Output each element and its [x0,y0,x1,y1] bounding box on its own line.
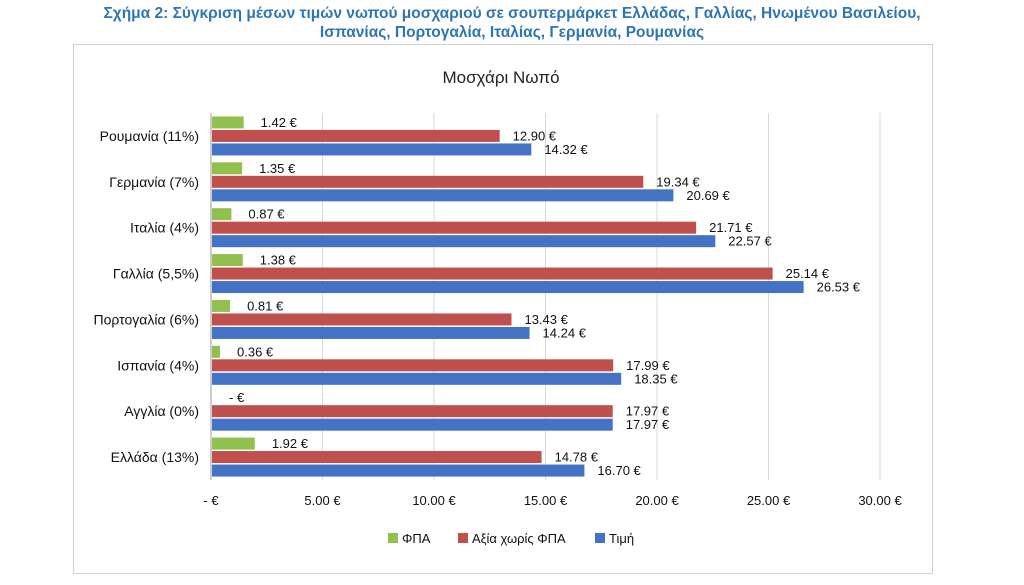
x-tick-label: 5.00 € [304,493,341,508]
bar [212,116,244,129]
figure-caption-line1: Σχήμα 2: Σύγκριση μέσων τιμών νωπού μοσχ… [103,5,921,22]
legend-swatch [458,533,468,543]
bar [212,143,532,156]
bar [212,405,613,418]
data-label: 1.42 € [261,115,298,130]
x-tick-label: 10.00 € [412,493,456,508]
x-tick-label: 30.00 € [858,493,902,508]
bar [212,437,255,450]
x-tick-label: 20.00 € [635,493,679,508]
bar [212,267,773,280]
chart-title: Μοσχάρι Νωπό [442,68,559,87]
x-tick-label: 15.00 € [524,493,568,508]
data-label: 16.70 € [597,463,641,478]
bar [212,345,221,358]
bar [212,129,500,142]
data-label: 14.78 € [555,450,599,465]
gridlines [210,113,881,480]
data-label: 17.97 € [626,417,670,432]
legend: ΦΠΑ Αξία χωρίς ΦΠΑ Τιμή [388,531,634,546]
category-label: Ιταλία (4%) [130,220,199,236]
bar [212,189,674,202]
data-label: 21.71 € [709,220,753,235]
labels: - € 5.00 € 10.00 € 15.00 € 20.00 € 25.00 € 30.… [93,115,902,508]
x-tick-label: 25.00 € [747,493,791,508]
data-label: 13.43 € [524,312,568,327]
bar [212,326,530,339]
chart-frame: Μοσχάρι Νωπό - € 5.00 € 10.00 € 15.00 € 20.0… [73,44,933,574]
bar [212,418,613,431]
legend-swatch [595,533,605,543]
category-label: Ελλάδα (13%) [111,449,199,465]
bar [212,372,622,385]
data-label: 22.57 € [728,234,772,249]
bar [212,359,614,372]
data-label: 20.69 € [686,188,730,203]
data-label: 17.97 € [626,404,670,419]
bar [212,451,542,464]
category-label: Ισπανία (4%) [117,357,199,373]
bars [212,116,804,477]
data-label: 14.24 € [543,325,587,340]
legend-label: Τιμή [609,531,634,546]
x-tick-label: - € [203,493,219,508]
data-label: 25.14 € [786,266,830,281]
bar [212,208,232,221]
data-label: 1.35 € [259,161,296,176]
figure-caption-line2: Ισπανίας, Πορτογαλία, Ιταλίας, Γερμανία,… [319,24,705,41]
bar [212,221,697,234]
bar [212,162,243,175]
bar [212,313,512,326]
data-label: 1.92 € [272,436,309,451]
beef-price-chart: Μοσχάρι Νωπό - € 5.00 € 10.00 € 15.00 € 20.0… [93,68,902,546]
bar [212,464,585,477]
legend-label: ΦΠΑ [402,531,431,546]
bar [212,281,804,294]
data-label: 26.53 € [817,280,861,295]
bar [212,254,243,267]
category-label: Ρουμανία (11%) [100,128,199,144]
data-label: 14.32 € [544,142,588,157]
bar [212,235,716,248]
data-label: 0.36 € [237,344,274,359]
legend-swatch [388,533,398,543]
data-label: 17.99 € [626,358,670,373]
data-label: 0.81 € [247,298,284,313]
data-label: 12.90 € [513,128,557,143]
data-label: - € [229,390,245,405]
data-label: 18.35 € [634,371,678,386]
legend-label: Αξία χωρίς ΦΠΑ [472,531,566,546]
category-label: Γαλλία (5,5%) [113,266,199,282]
data-label: 19.34 € [656,174,700,189]
category-label: Αγγλία (0%) [124,403,199,419]
bar [212,175,644,188]
category-label: Πορτογαλία (6%) [93,311,199,327]
data-label: 0.87 € [248,207,285,222]
data-label: 1.38 € [260,253,297,268]
bar [212,299,231,312]
figure-caption: Σχήμα 2: Σύγκριση μέσων τιμών νωπού μοσχ… [0,4,1024,42]
category-label: Γερμανία (7%) [109,174,199,190]
